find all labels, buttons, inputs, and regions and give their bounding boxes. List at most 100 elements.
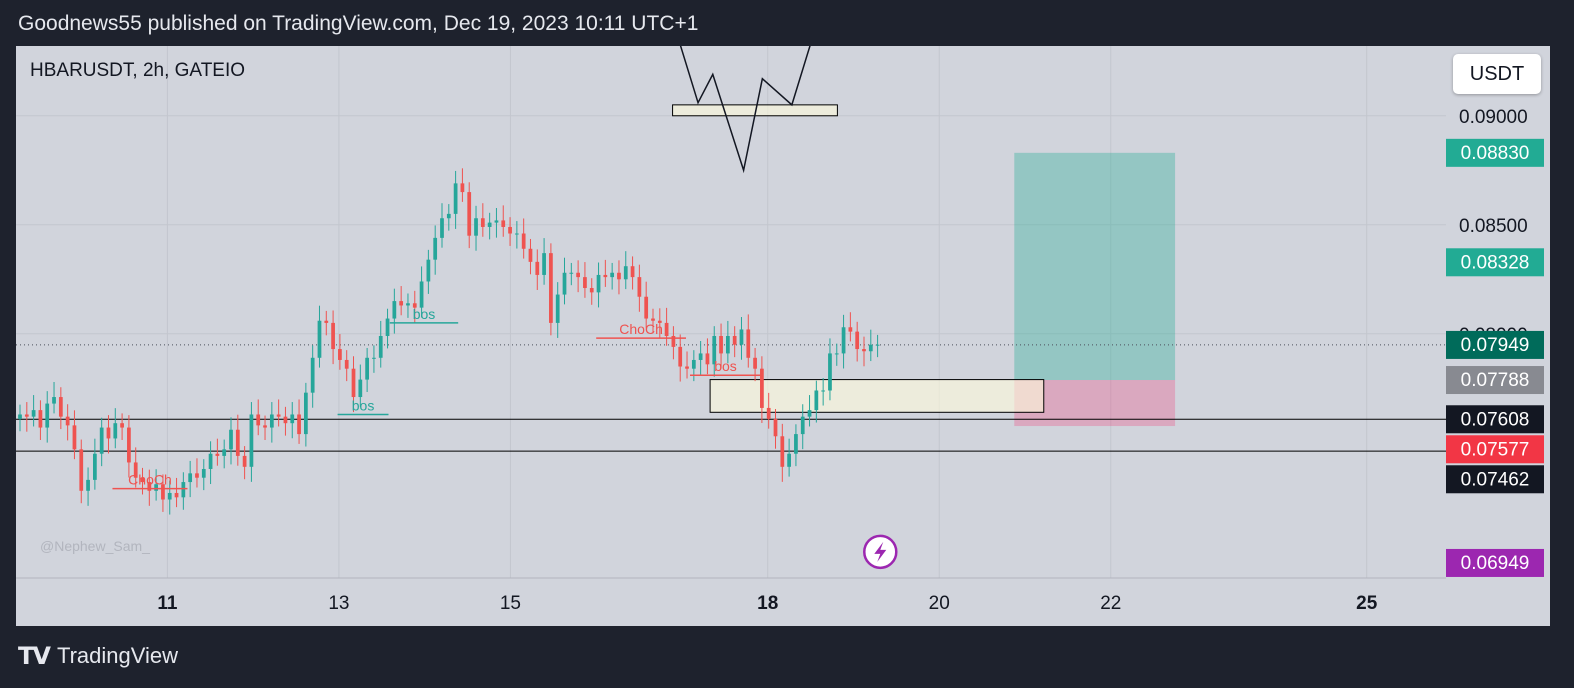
candle — [133, 447, 138, 488]
candle-body — [269, 414, 274, 428]
structure-text: bos — [714, 358, 737, 374]
candle-body — [773, 418, 778, 437]
price-label-text: 0.07949 — [1461, 335, 1530, 356]
x-tick-label: 11 — [157, 593, 178, 614]
candle — [399, 286, 404, 316]
candle — [623, 251, 628, 290]
candle-body — [127, 427, 131, 463]
candle — [657, 308, 662, 338]
candle-body — [263, 425, 267, 428]
candle-body — [174, 492, 179, 498]
candle — [154, 469, 158, 501]
candle-body — [446, 213, 451, 219]
candle — [576, 260, 580, 293]
symbol-title: HBARUSDT, 2h, GATEIO — [30, 60, 246, 81]
grid — [16, 46, 1446, 579]
candle — [208, 441, 213, 485]
candle-body — [766, 407, 771, 419]
demand-zone — [709, 379, 1045, 413]
candle — [351, 356, 356, 413]
price-label: 0.07788 — [1446, 366, 1544, 395]
target-zone — [1014, 152, 1176, 381]
x-tick-label: 20 — [929, 593, 950, 614]
candle-body — [310, 357, 315, 393]
structure-label: bos — [690, 358, 762, 376]
candle — [453, 170, 458, 229]
candle-body — [154, 484, 158, 491]
candle — [263, 415, 267, 440]
candle — [651, 308, 655, 334]
candle — [807, 395, 812, 427]
candle — [685, 351, 689, 379]
candle — [514, 221, 519, 249]
candle — [222, 439, 227, 469]
publication-header: Goodnews55 published on TradingView.com,… — [18, 12, 699, 35]
candle-body — [72, 425, 77, 450]
candle-body — [664, 322, 669, 336]
candle — [147, 469, 152, 506]
candle-body — [583, 277, 587, 289]
chart-panel[interactable]: ChoCh bos bos ChoCh bos 11 13 15 18 20 22 25 0.090… — [16, 46, 1550, 626]
candle — [86, 467, 90, 506]
candle-body — [841, 327, 846, 354]
candle — [644, 281, 649, 329]
candle — [127, 415, 131, 478]
candle — [848, 312, 853, 342]
candle — [338, 334, 342, 370]
candle — [392, 288, 397, 334]
candle — [589, 278, 594, 305]
candle-body — [780, 436, 785, 467]
candle-body — [657, 320, 662, 323]
candle — [195, 458, 199, 488]
candle — [419, 266, 424, 318]
candle-body — [406, 303, 410, 306]
candle-body — [256, 414, 261, 426]
price-label-bg — [1446, 465, 1544, 494]
candle — [637, 264, 642, 312]
candle-body — [855, 331, 860, 350]
x-tick-label: 18 — [757, 593, 778, 614]
candle-body — [140, 477, 145, 483]
candle — [188, 460, 193, 498]
candle — [317, 305, 322, 368]
candle-body — [671, 335, 676, 347]
candle — [92, 438, 97, 490]
candle — [276, 399, 281, 427]
candle — [501, 205, 506, 237]
candle-body — [760, 368, 764, 408]
x-tick-label: 15 — [500, 593, 521, 614]
candle-body — [188, 473, 193, 483]
candle-body — [712, 335, 717, 365]
candle-body — [167, 492, 172, 500]
candle — [474, 205, 478, 251]
candle-body — [739, 329, 744, 345]
candle — [855, 321, 860, 362]
candle — [732, 326, 737, 358]
candle-body — [834, 353, 839, 355]
candle-body — [719, 335, 723, 354]
candle — [542, 238, 546, 285]
candle — [365, 347, 369, 393]
candle-body — [419, 281, 424, 308]
candle-body — [589, 288, 594, 293]
x-tick-label: 22 — [1100, 593, 1121, 614]
candle-body — [868, 344, 873, 352]
candle-body — [875, 344, 880, 346]
candle — [106, 415, 111, 454]
currency-button[interactable]: USDT — [1453, 54, 1541, 94]
candle-body — [181, 482, 186, 498]
candle-body — [412, 303, 417, 308]
candlestick-chart[interactable]: ChoCh bos bos ChoCh bos 11 13 15 18 20 22 25 0.090… — [16, 46, 1550, 626]
candle-body — [814, 390, 819, 411]
candle-body — [18, 414, 22, 419]
y-tick-label: 0.09000 — [1459, 107, 1528, 128]
structure-text: bos — [413, 306, 436, 322]
candle — [283, 406, 288, 436]
candle — [310, 345, 315, 408]
candle — [739, 317, 744, 360]
candle-body — [201, 468, 206, 478]
candle-body — [106, 427, 111, 439]
candle — [712, 326, 717, 377]
x-tick-label: 13 — [328, 593, 349, 614]
candle — [140, 467, 145, 495]
